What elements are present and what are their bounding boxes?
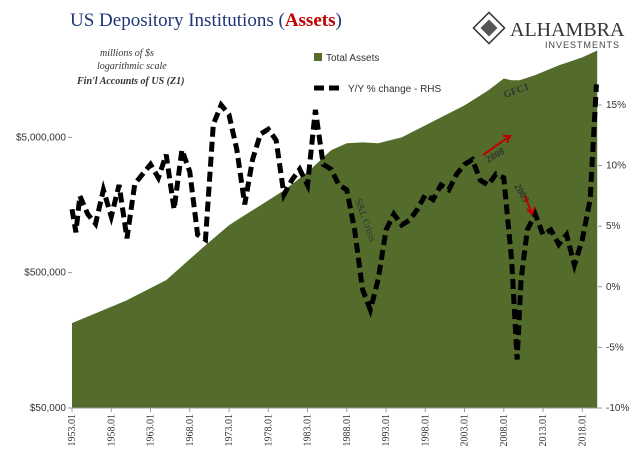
title-part: US Depository Institutions ( — [70, 10, 285, 31]
legend: Total Assets Y/Y % change - RHS — [314, 53, 442, 95]
title-part: ) — [335, 10, 341, 31]
y2-tick-label: 15% — [606, 100, 626, 111]
y2-tick-label: 0% — [606, 282, 621, 293]
x-tick-label: 1983.01 — [303, 414, 314, 447]
title-part: Assets — [285, 10, 336, 31]
x-tick-label: 1958.01 — [106, 414, 117, 447]
legend-label: Total Assets — [326, 53, 379, 64]
logo-name: ALHAMBRA — [510, 19, 625, 41]
arrow — [524, 195, 536, 216]
x-tick-label: 1953.01 — [67, 414, 78, 447]
x-tick-label: 1963.01 — [146, 414, 157, 447]
x-tick-label: 1968.01 — [185, 414, 196, 447]
x-tick-label: 2018.01 — [577, 414, 588, 447]
x-tick-label: 1993.01 — [381, 414, 392, 447]
logo-sub: INVESTMENTS — [545, 40, 620, 50]
line — [69, 84, 599, 360]
y2-tick-label: -5% — [606, 342, 624, 353]
plot-area: $50,000 $500,000 $5,000,000 -10% -5% 0% 5% 10% 1… — [16, 50, 629, 447]
x-tick-label: 2013.01 — [538, 414, 549, 447]
annotation: logarithmic scale — [97, 61, 167, 72]
x-tick-label: 1998.01 — [420, 414, 431, 447]
logo-mark — [472, 11, 506, 45]
legend-swatch — [314, 53, 322, 61]
x-tick-label: 1988.01 — [342, 414, 353, 447]
logo: ALHAMBRA INVESTMENTS — [472, 11, 625, 50]
y-tick-label: $500,000 — [24, 268, 66, 279]
arrow — [482, 135, 512, 156]
x-tick-label: 1973.01 — [224, 414, 235, 447]
y2-tick-label: 10% — [606, 161, 626, 172]
legend-label: Y/Y % change - RHS — [348, 84, 442, 95]
y2-tick-label: -10% — [606, 403, 629, 414]
x-tick-label: 1978.01 — [263, 414, 274, 447]
x-tick-label: 2008.01 — [499, 414, 510, 447]
y2-tick-label: 5% — [606, 221, 621, 232]
y-tick-label: $5,000,000 — [16, 132, 66, 143]
chart-title: US Depository Institutions (Assets) — [70, 10, 342, 31]
y-tick-label: $50,000 — [30, 403, 67, 414]
annotation: Fin'l Accounts of US (Z1) — [76, 76, 184, 87]
area — [72, 50, 598, 408]
x-tick-label: 2003.01 — [460, 414, 471, 447]
annotation: millions of $s — [100, 48, 154, 59]
logo-mark — [480, 19, 498, 37]
